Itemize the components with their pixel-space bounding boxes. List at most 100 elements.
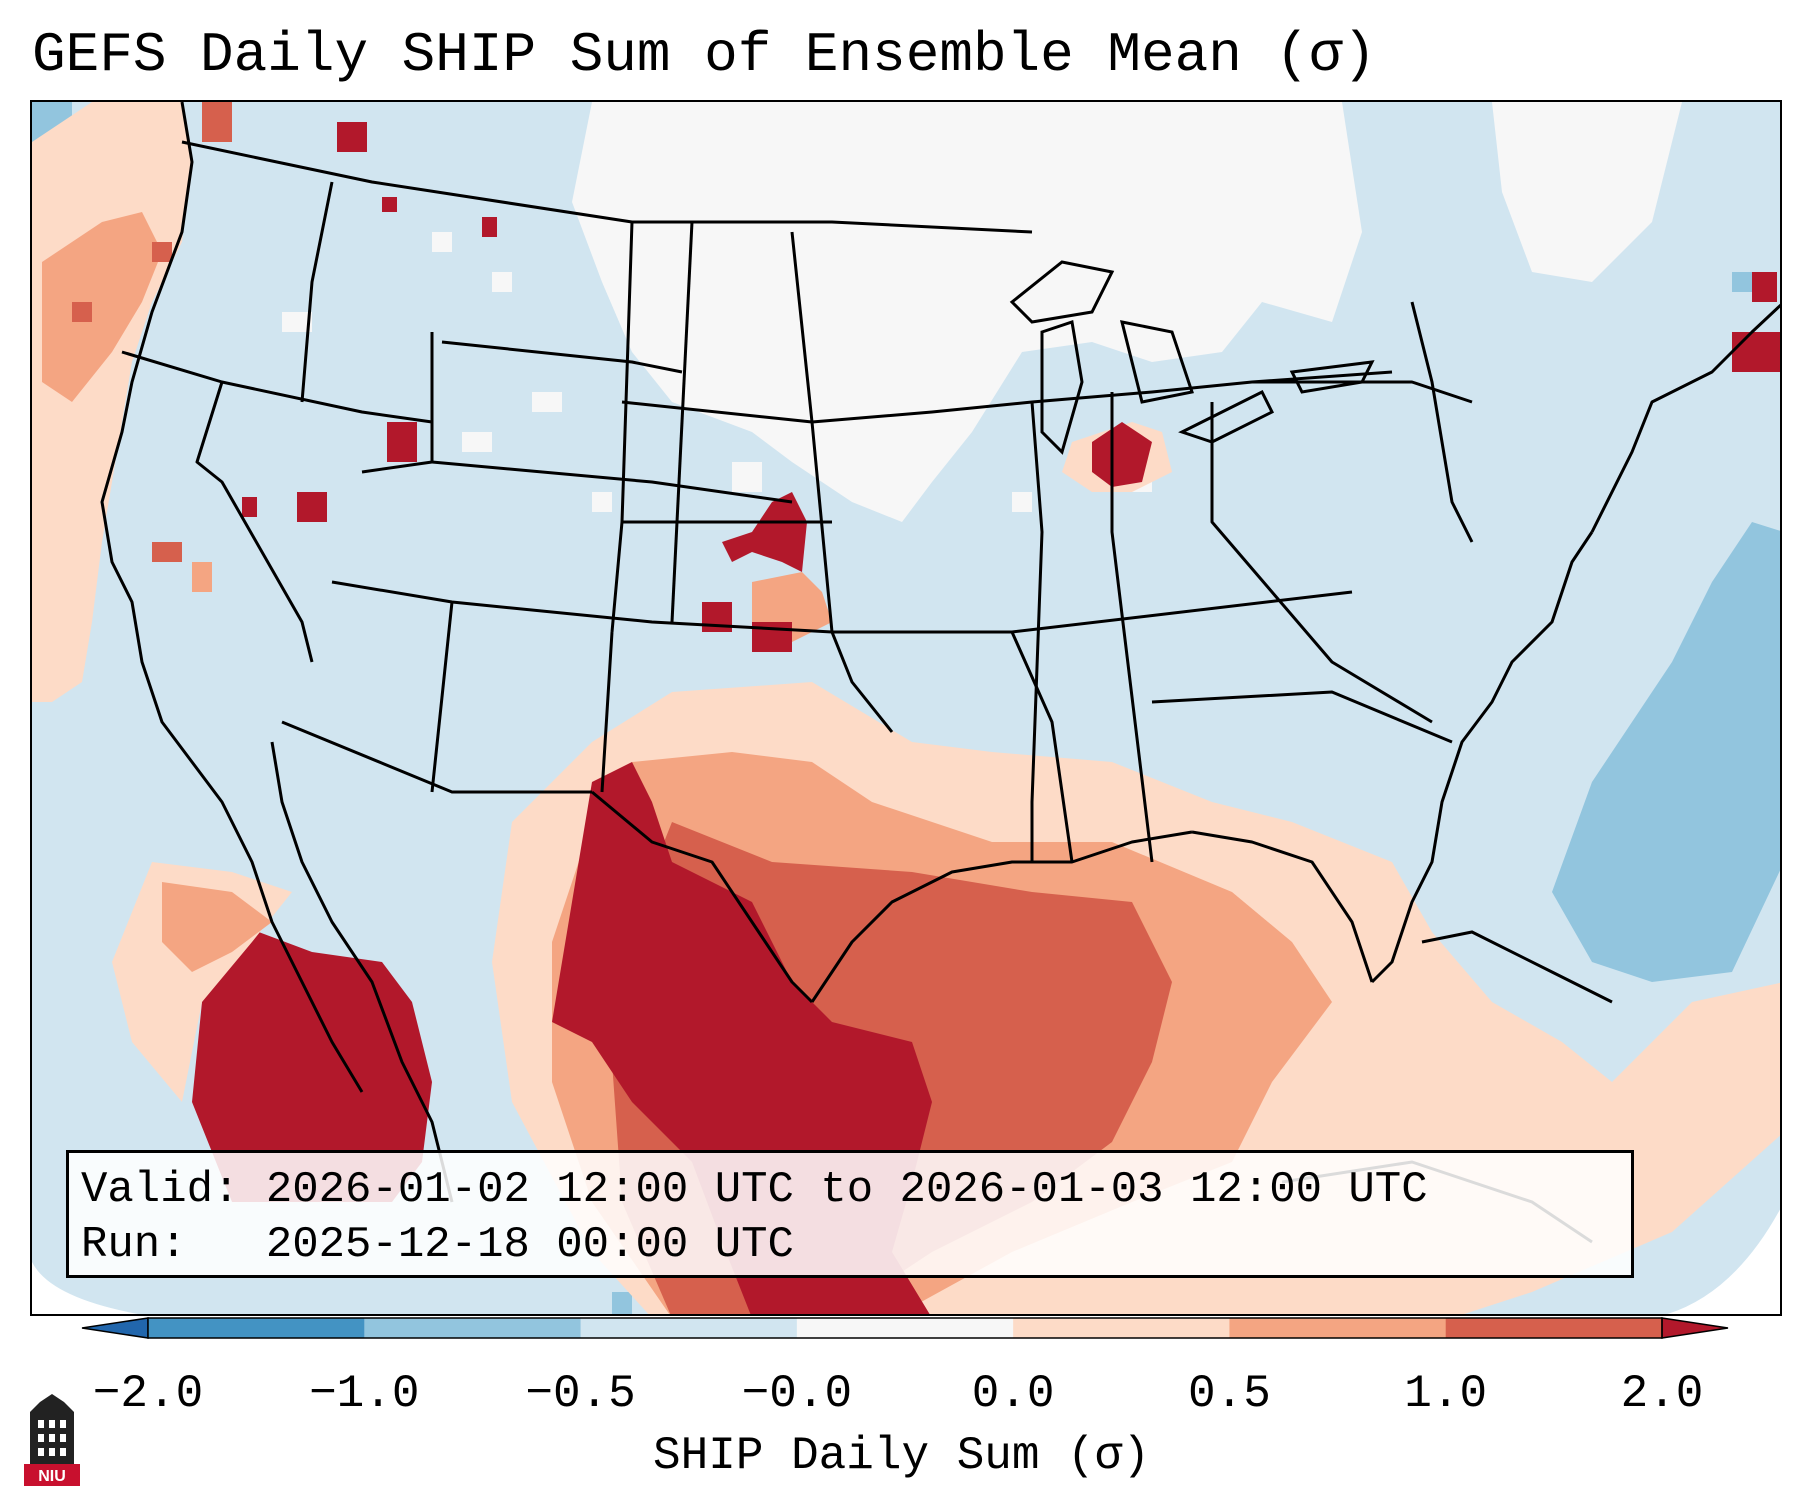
ca-mid-speck — [192, 562, 212, 592]
projection-corner-right — [1667, 1209, 1780, 1314]
blue-speck — [612, 1292, 632, 1314]
pa-ny-border — [1252, 380, 1473, 404]
or-ca-border — [121, 350, 433, 424]
speck — [382, 197, 397, 212]
tower-windows — [38, 1420, 66, 1456]
appalachian-border — [1210, 402, 1433, 724]
ca-dark-speck — [152, 542, 182, 562]
validity-info-box: Valid: 2026-01-02 12:00 UTC to 2026-01-0… — [66, 1150, 1634, 1278]
colorbar-bins — [81, 1317, 1729, 1339]
colorbar-tick-label: 1.0 — [1404, 1368, 1488, 1420]
lake-michigan — [1040, 320, 1084, 455]
colorbar-bin — [148, 1318, 365, 1338]
colorbar-label: SHIP Daily Sum (σ) — [653, 1430, 1150, 1482]
wy-mt-border — [441, 340, 683, 374]
mexico-medium-red — [162, 882, 272, 972]
ut-co-north — [431, 460, 793, 504]
university-tower-icon: NIU — [24, 1394, 80, 1486]
map-panel — [30, 100, 1782, 1316]
neutral-speck — [492, 272, 512, 292]
map-canvas — [32, 102, 1780, 1314]
utah-speck — [387, 422, 417, 462]
run-time-line: Run: 2025-12-18 00:00 UTC — [81, 1220, 794, 1270]
ga-sc-border — [1151, 690, 1453, 744]
logo-text: NIU — [38, 1468, 66, 1485]
idaho-speck — [337, 122, 367, 152]
neutral-speck — [1012, 492, 1032, 512]
neutral-speck — [592, 492, 612, 512]
mid-lat-border — [811, 370, 1393, 424]
colorbar-tick-label: −1.0 — [309, 1368, 420, 1420]
positive-anomaly-great-lakes — [1062, 422, 1172, 492]
neutral-speck — [462, 432, 492, 452]
neutral-speck — [282, 312, 312, 332]
colorbar-tick-label: −2.0 — [92, 1368, 204, 1420]
lake-huron — [1119, 320, 1194, 404]
florida-west-coast — [1191, 830, 1374, 983]
ca-nv-border — [195, 381, 314, 663]
tower-body — [30, 1394, 74, 1464]
atlantic-blue-patch — [1552, 522, 1780, 982]
colorbar-under-extension — [81, 1317, 149, 1339]
ar-la-border — [1010, 631, 1074, 863]
speck — [482, 217, 497, 237]
atlantic-coastline — [1370, 531, 1594, 984]
nova-scotia-speck — [1732, 332, 1780, 372]
bahamas — [1421, 930, 1613, 1004]
pacific-coastline — [100, 102, 364, 1093]
pnw-dark-speck — [202, 102, 232, 142]
ms-al-border — [1030, 401, 1044, 862]
kansas-dark-red — [722, 492, 807, 572]
colorbar-tick-label: 0.0 — [971, 1368, 1055, 1420]
in-oh-border — [1110, 392, 1154, 863]
colorbar-bin — [1229, 1318, 1447, 1338]
state-boundaries — [100, 102, 1780, 1203]
neutral-block-quebec — [1492, 102, 1682, 282]
lake-superior — [1009, 260, 1115, 324]
nm-tx-border — [600, 631, 614, 793]
colorbar-bin — [1445, 1318, 1663, 1338]
colorbar-over-extension — [1661, 1317, 1729, 1339]
blue-speck — [1732, 272, 1752, 292]
lake-ontario — [1289, 360, 1375, 394]
neutral-speck — [432, 232, 452, 252]
pnw-medium-red — [42, 212, 162, 402]
east-border — [1410, 301, 1474, 543]
neutral-speck — [732, 462, 762, 492]
neutral-speck — [532, 392, 562, 412]
colorbar — [81, 1317, 1729, 1339]
colorbar-tick-label: 2.0 — [1620, 1368, 1704, 1420]
ne-ks-border — [621, 400, 813, 424]
colorbar-tick-label: 0.5 — [1188, 1368, 1271, 1420]
lakes-dark-red — [1092, 422, 1152, 487]
az-nm-north — [331, 580, 833, 634]
projection-corner-left — [32, 1262, 139, 1314]
mexico-dark-red — [192, 922, 432, 1202]
pnw-dark-speck — [152, 242, 172, 262]
az-nm-border — [430, 601, 454, 793]
rio-grande — [591, 790, 814, 1004]
nevada-speck — [297, 492, 327, 522]
speck — [242, 497, 257, 517]
id-or-border — [300, 181, 334, 403]
plains-border-ks — [670, 221, 694, 623]
positive-anomaly-pacific-coast — [32, 102, 232, 702]
colorbar-frame — [147, 1317, 1663, 1339]
chart-title: GEFS Daily SHIP Sum of Ensemble Mean (σ) — [32, 23, 1377, 87]
maine-speck — [1752, 272, 1777, 302]
lake-erie — [1178, 389, 1275, 444]
colorbar-bin — [580, 1318, 798, 1338]
colorbar-bin — [364, 1318, 582, 1338]
logo-badge — [24, 1464, 80, 1486]
pnw-dark-speck — [72, 302, 92, 322]
colorbar-bin — [1013, 1318, 1230, 1338]
baja-coastline — [270, 741, 454, 1203]
great-lakes — [1009, 260, 1375, 455]
ne-coastline — [1590, 303, 1780, 533]
mexico-border-west — [281, 720, 592, 794]
positive-anomaly-specks — [242, 122, 1780, 522]
gulf-coastline — [810, 830, 1193, 1003]
colorbar-tick-label: −0.0 — [741, 1368, 853, 1420]
valid-time-line: Valid: 2026-01-02 12:00 UTC to 2026-01-0… — [81, 1165, 1428, 1215]
colorbar-bin — [796, 1318, 1014, 1338]
